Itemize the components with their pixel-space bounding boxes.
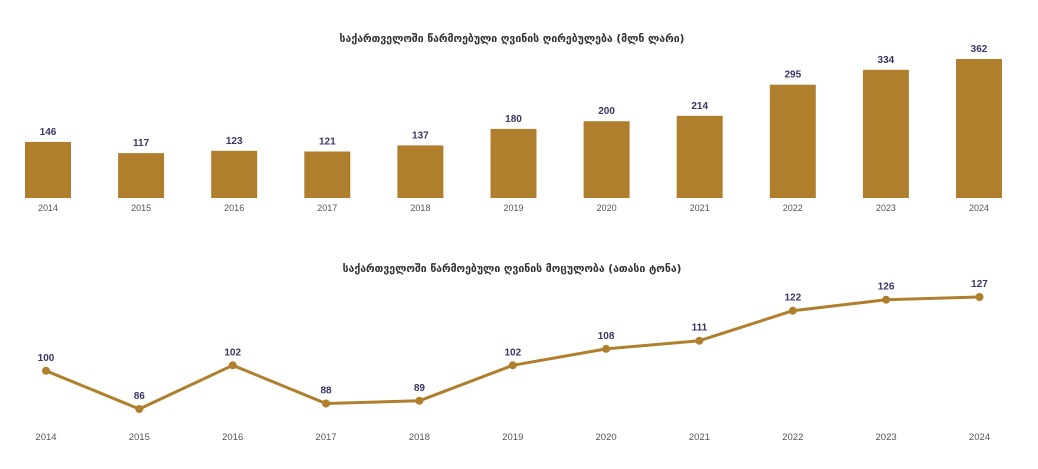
bar-2015 [118, 153, 165, 198]
line-x-tick-2023: 2023 [876, 432, 897, 443]
line-x-tick-2019: 2019 [502, 432, 523, 443]
line-x-tick-2018: 2018 [409, 432, 430, 443]
line-point-2021 [695, 336, 704, 345]
line-value-label-2016: 102 [224, 347, 241, 358]
line-x-tick-2014: 2014 [35, 432, 56, 443]
bar-value-label-2014: 146 [40, 127, 57, 138]
bar-value-label-2015: 117 [133, 138, 150, 149]
line-value-label-2024: 127 [971, 279, 988, 290]
line-point-2018 [415, 396, 424, 405]
bar-2020 [583, 121, 630, 198]
line-value-label-2018: 89 [414, 383, 426, 394]
bar-value-label-2022: 295 [784, 70, 801, 81]
bar-2022 [769, 84, 816, 198]
bar-value-label-2023: 334 [878, 55, 895, 66]
bar-2019 [490, 128, 537, 198]
bar-marks: 146 2014 117 2015 123 2016 121 2017 137 2018 180 20… [25, 44, 1002, 213]
line-value-label-2015: 86 [134, 391, 146, 402]
bar-2018 [397, 145, 444, 198]
bar-2021 [676, 115, 723, 198]
line-marks: 100 2014 86 2015 102 2016 88 2017 89 2018 102 2019 1… [35, 279, 990, 443]
bar-x-tick-2020: 2020 [597, 203, 617, 213]
line-point-2019 [508, 361, 517, 370]
line-value-label-2019: 102 [504, 347, 521, 358]
line-chart: საქართველოში წარმოებული ღვინის მოცულობა … [35, 263, 990, 443]
line-point-2017 [322, 399, 330, 408]
bar-value-label-2019: 180 [505, 114, 522, 125]
line-chart-title: საქართველოში წარმოებული ღვინის მოცულობა … [343, 263, 682, 275]
bar-value-label-2021: 214 [691, 101, 708, 112]
line-point-2023 [882, 295, 891, 304]
line-value-label-2021: 111 [692, 323, 708, 334]
bar-x-tick-2014: 2014 [38, 203, 58, 213]
bar-x-tick-2022: 2022 [783, 203, 803, 213]
bar-2016 [211, 150, 258, 198]
line-x-tick-2022: 2022 [782, 432, 803, 443]
bar-value-label-2024: 362 [971, 44, 988, 55]
bar-x-tick-2016: 2016 [224, 203, 244, 213]
line-x-tick-2020: 2020 [596, 432, 617, 443]
bar-x-tick-2019: 2019 [503, 203, 523, 213]
bar-2023 [862, 69, 909, 198]
line-point-2016 [228, 361, 237, 370]
bar-chart-title: საქართველოში წარმოებული ღვინის ღირებულებ… [340, 33, 685, 45]
bar-2014 [25, 141, 71, 198]
bar-2017 [304, 151, 351, 198]
bar-2024 [956, 59, 1002, 198]
line-point-2015 [135, 405, 144, 413]
line-point-2020 [602, 344, 611, 353]
line-x-tick-2016: 2016 [222, 432, 243, 443]
bar-value-label-2020: 200 [598, 106, 615, 117]
line-point-2022 [788, 306, 797, 315]
line-point-2024 [975, 293, 984, 301]
line-value-label-2014: 100 [38, 353, 55, 364]
bar-x-tick-2024: 2024 [969, 203, 989, 213]
line-value-label-2022: 122 [784, 293, 801, 304]
bar-x-tick-2017: 2017 [317, 203, 337, 213]
bar-x-tick-2018: 2018 [410, 203, 430, 213]
line-x-tick-2021: 2021 [689, 432, 710, 443]
line-x-tick-2017: 2017 [315, 432, 336, 443]
line-value-label-2023: 126 [878, 282, 895, 293]
line-x-tick-2024: 2024 [969, 432, 990, 443]
line-value-label-2017: 88 [320, 386, 332, 397]
bar-value-label-2016: 123 [226, 136, 243, 147]
line-x-tick-2015: 2015 [129, 432, 150, 443]
bar-chart: საქართველოში წარმოებული ღვინის ღირებულებ… [25, 33, 1002, 213]
bar-value-label-2018: 137 [412, 130, 429, 141]
bar-x-tick-2015: 2015 [131, 203, 151, 213]
bar-value-label-2017: 121 [319, 137, 336, 148]
bar-x-tick-2021: 2021 [690, 203, 710, 213]
line-value-label-2020: 108 [598, 331, 615, 342]
bar-x-tick-2023: 2023 [876, 203, 896, 213]
line-point-2014 [42, 366, 50, 375]
